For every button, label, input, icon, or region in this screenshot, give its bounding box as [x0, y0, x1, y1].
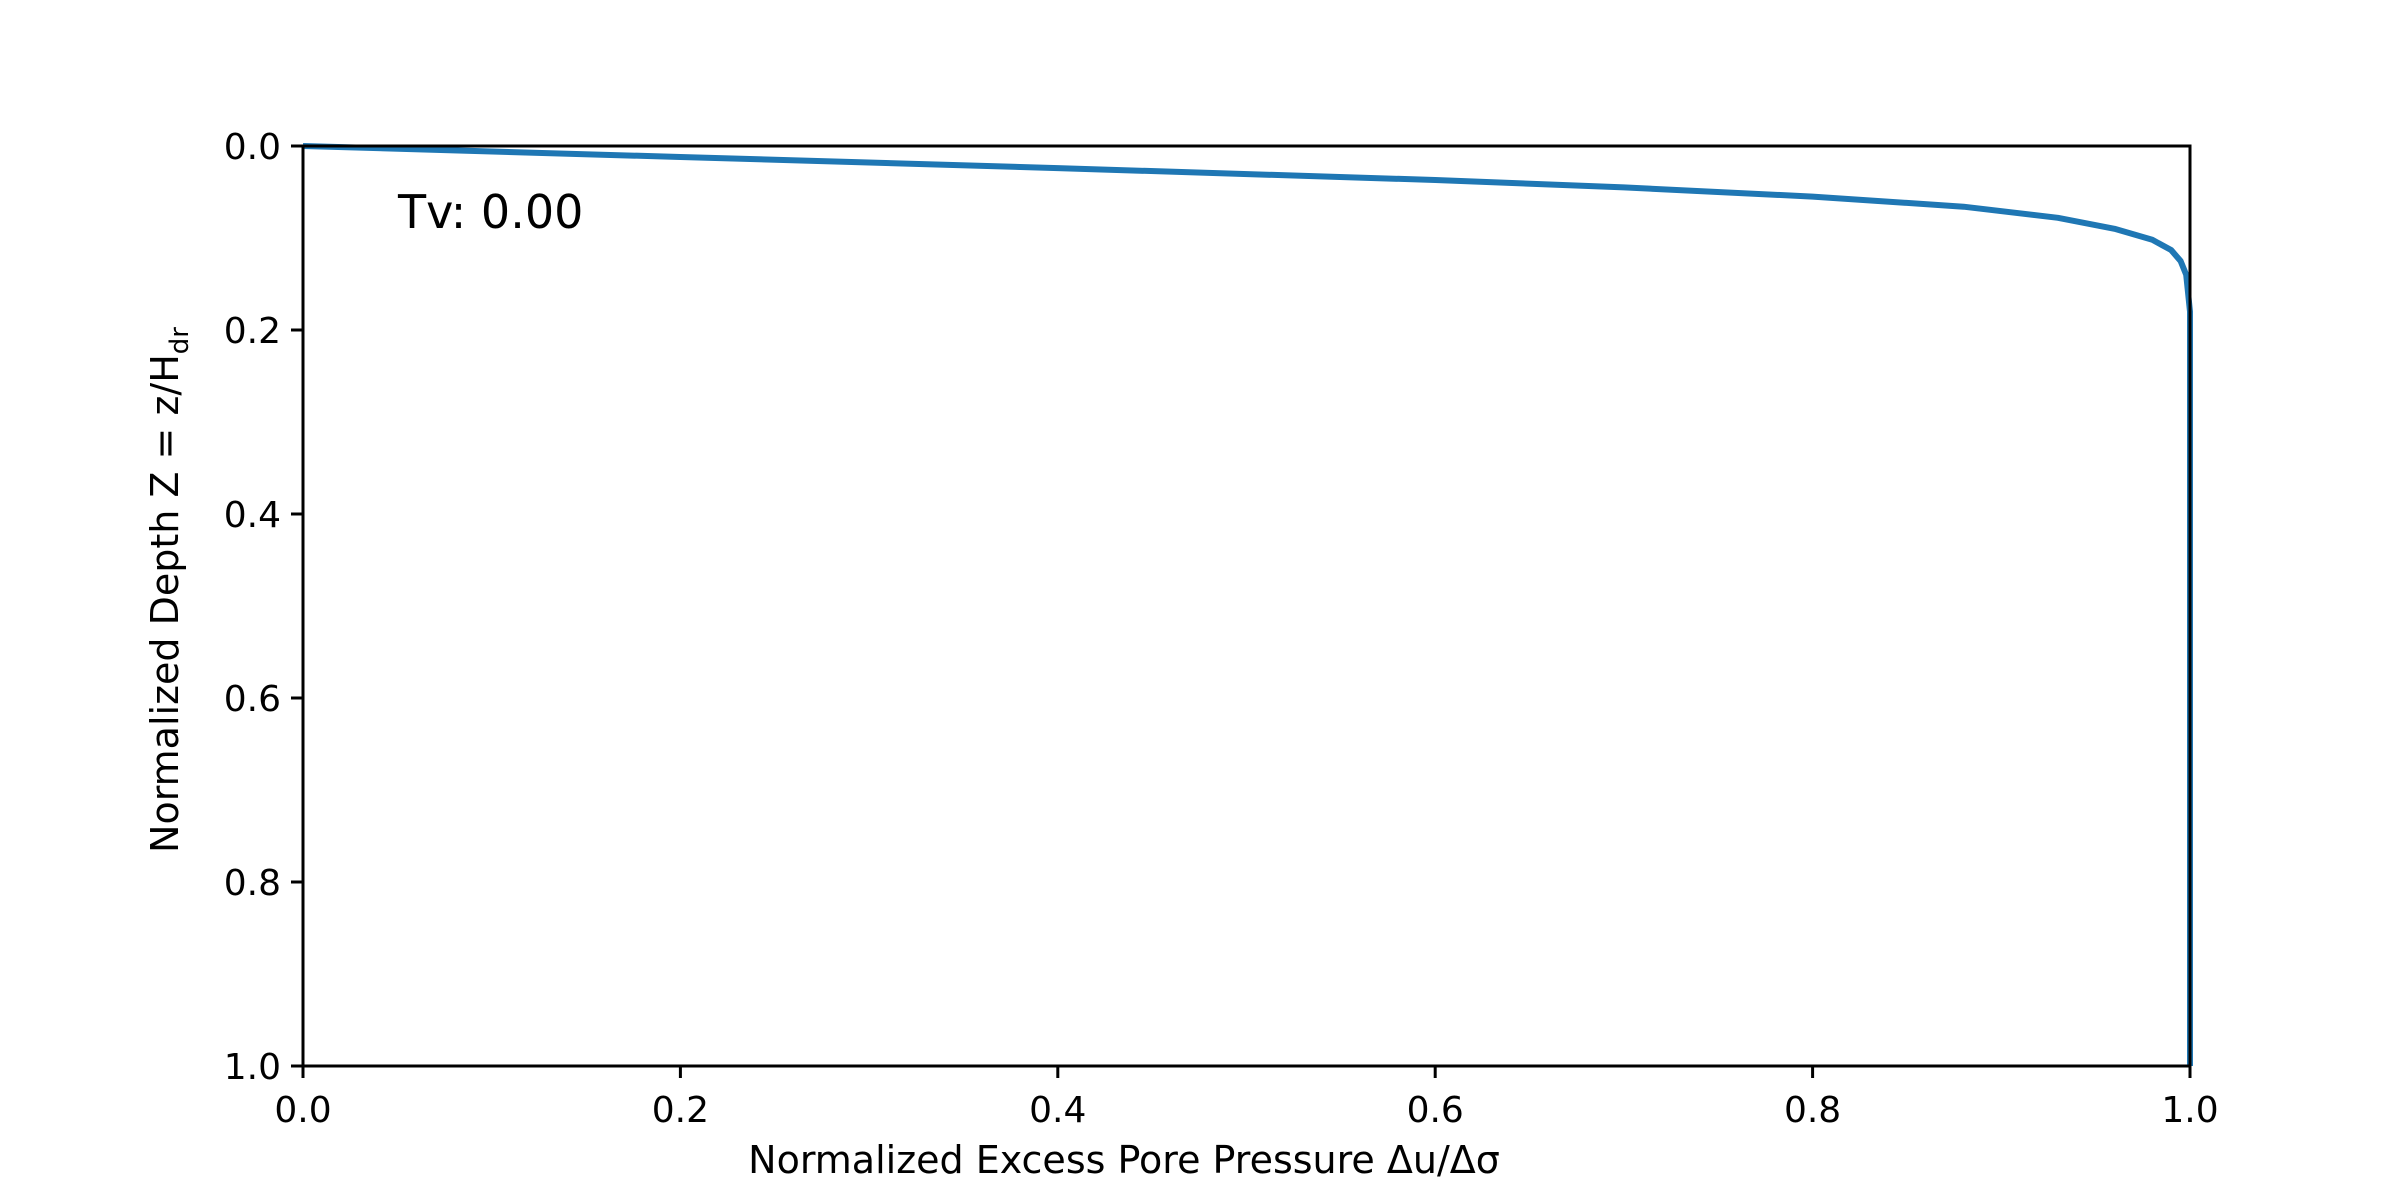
x-tick-label: 0.2 [652, 1090, 709, 1131]
x-tick-label: 0.8 [1784, 1090, 1841, 1131]
x-tick-label: 0.0 [274, 1090, 331, 1131]
y-tick-label: 0.6 [224, 679, 281, 720]
x-tick-label: 1.0 [2161, 1090, 2218, 1131]
x-tick-label: 0.4 [1029, 1090, 1086, 1131]
axes-frame [301, 144, 2192, 1068]
axes-ticks: 0.0 0.2 0.4 0.6 0.8 1.00.00.20.40.60.81.0 [224, 127, 2219, 1131]
y-tick-label: 0.2 [224, 311, 281, 352]
x-tick-label: 0.6 [1407, 1090, 1464, 1131]
y-tick-label: 1.0 [224, 1047, 281, 1088]
y-axis-label-main: Normalized Depth Z = z/H [143, 354, 187, 853]
y-tick-label: 0.4 [224, 495, 281, 536]
tv-annotation: Tv: 0.00 [397, 185, 583, 239]
y-tick-label: 0.8 [224, 863, 281, 904]
y-axis-label: Normalized Depth Z = z/Hdr [143, 327, 195, 853]
y-tick-label: 0.0 [224, 127, 281, 168]
y-axis-label-subscript: dr [165, 327, 195, 355]
series-line-0 [302, 143, 2193, 1066]
x-axis-label: Normalized Excess Pore Pressure Δu/Δσ [748, 1138, 1500, 1182]
plot-area [301, 143, 2193, 1068]
